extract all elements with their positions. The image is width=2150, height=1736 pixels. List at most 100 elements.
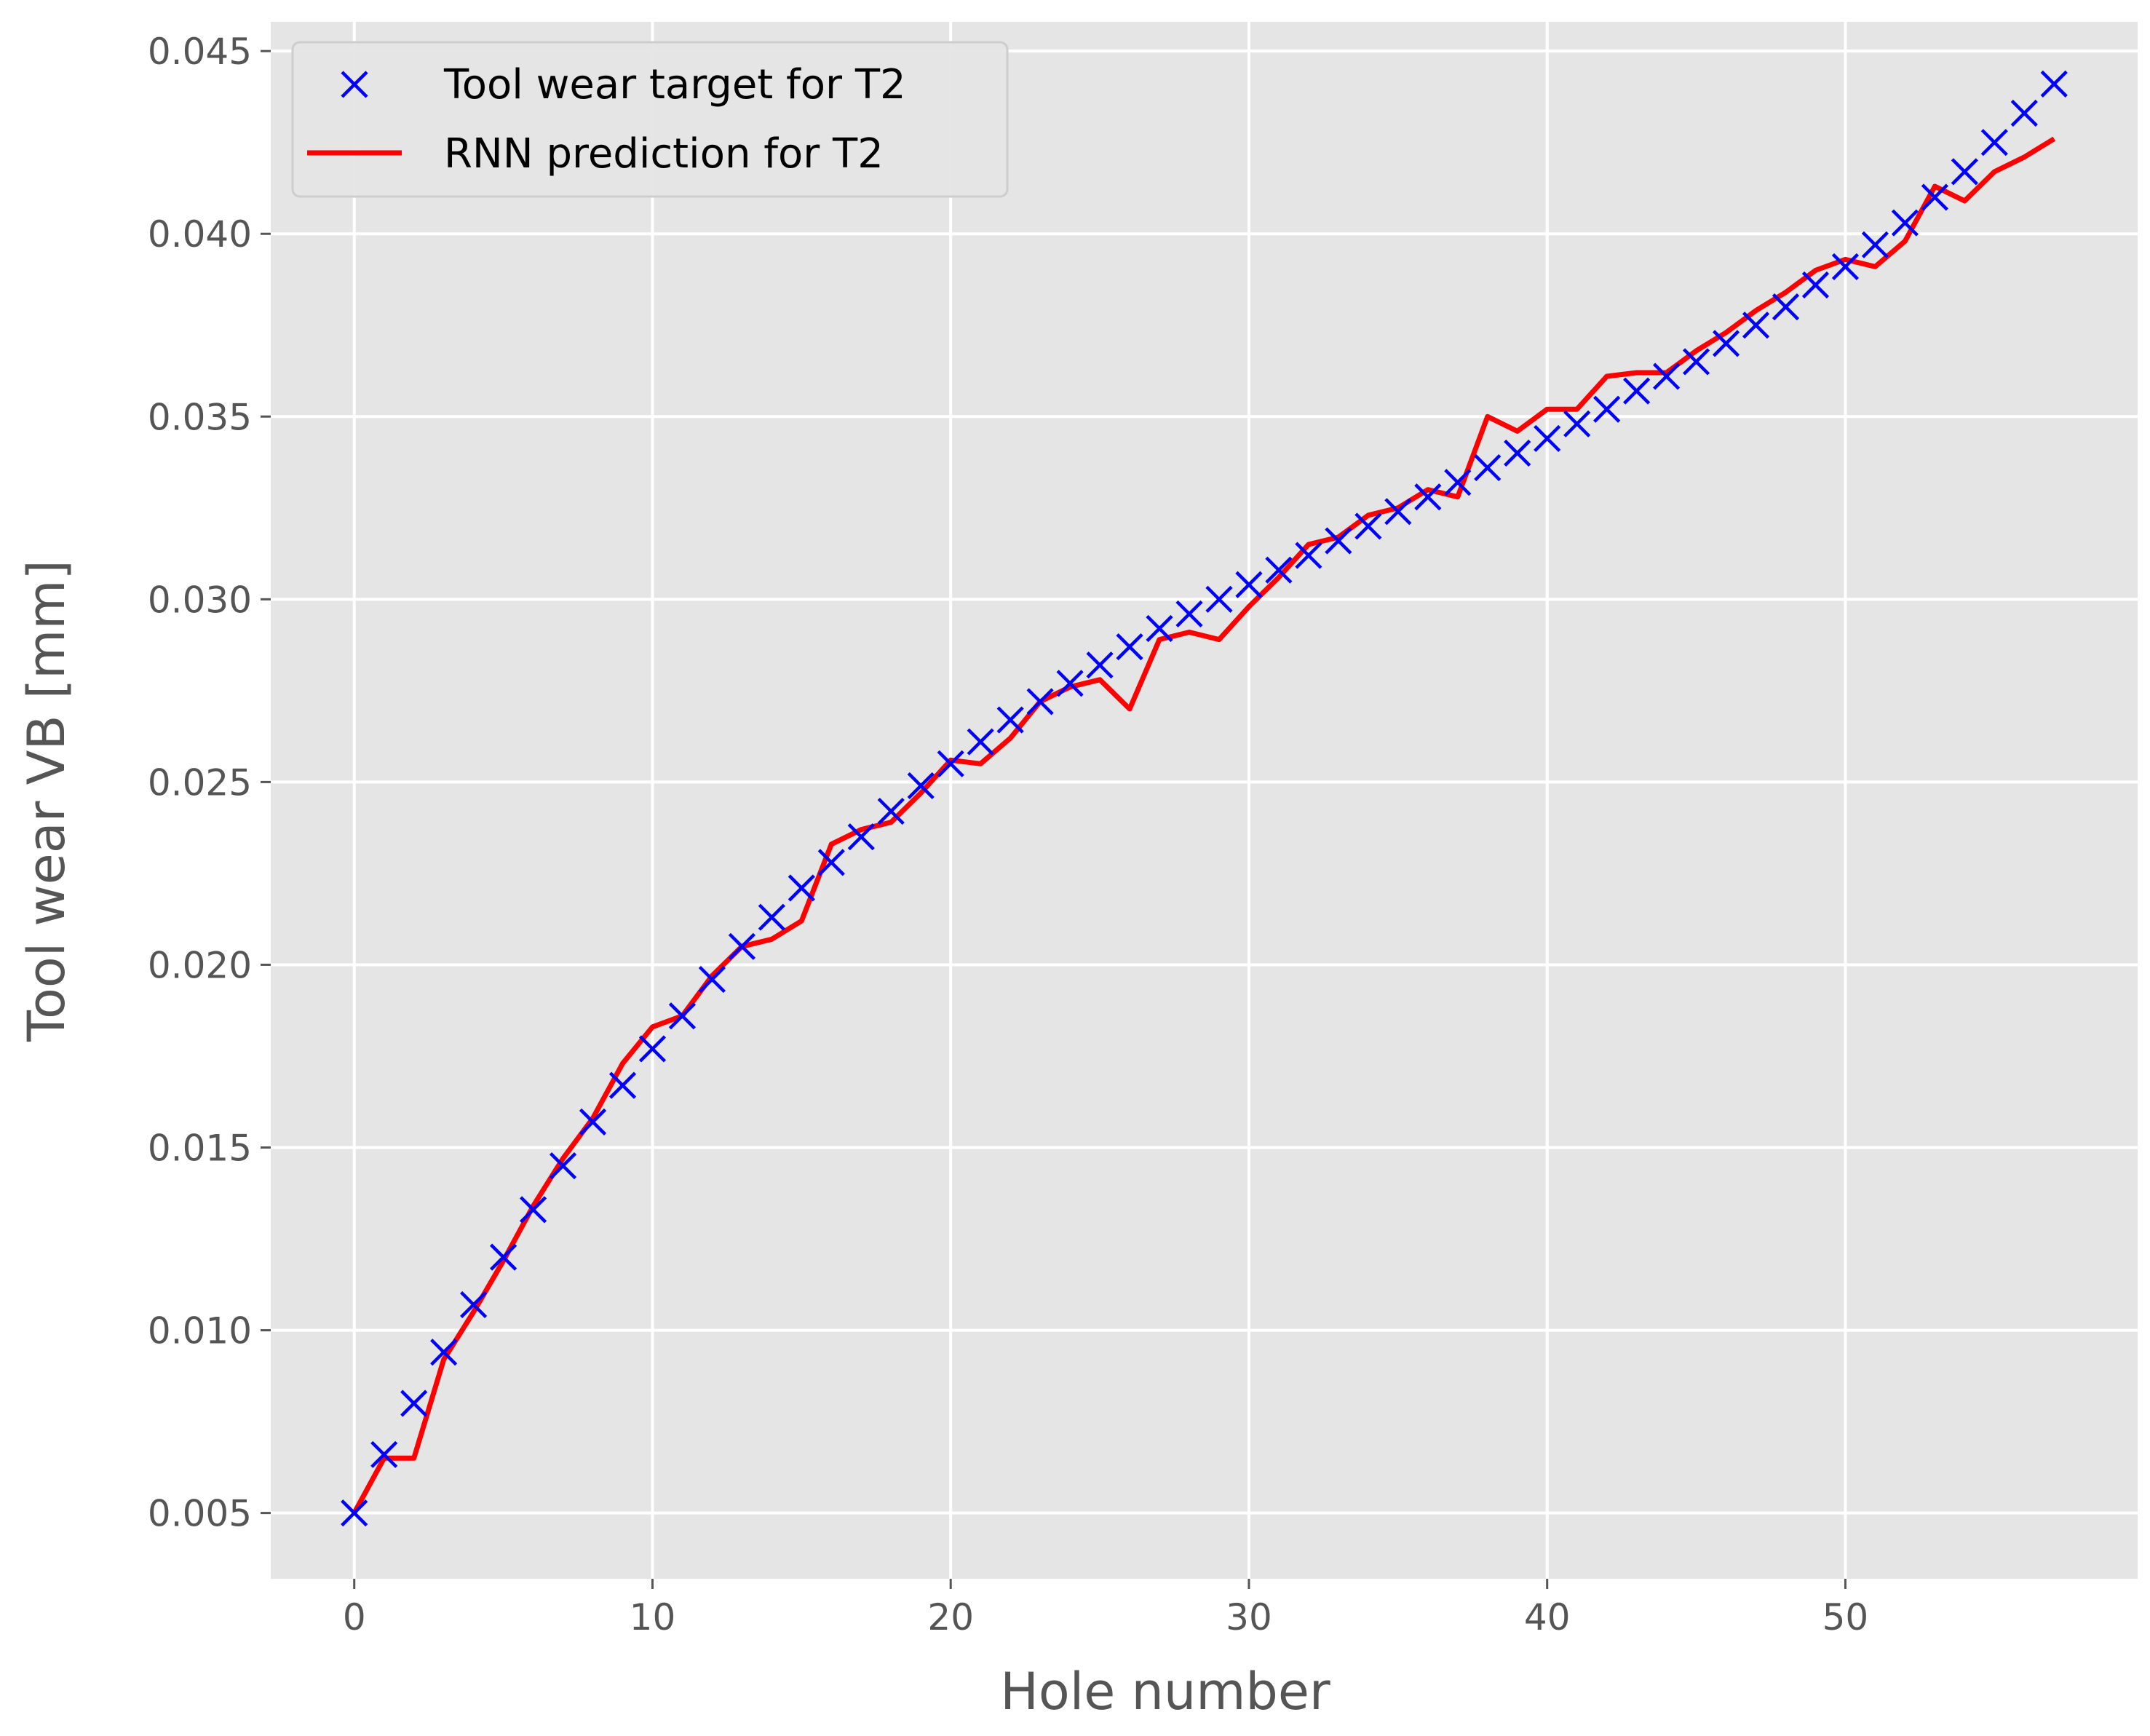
y-tick-label: 0.020 bbox=[148, 944, 252, 986]
target-marker bbox=[728, 932, 755, 960]
x-marker-stroke bbox=[1951, 158, 1978, 186]
target-marker bbox=[1921, 183, 1948, 211]
x-marker-stroke bbox=[847, 823, 875, 851]
x-marker-stroke bbox=[1504, 439, 1531, 467]
target-marker bbox=[1801, 271, 1830, 299]
x-marker-stroke bbox=[430, 1339, 458, 1366]
y-tick-label: 0.015 bbox=[148, 1127, 252, 1170]
legend-x-marker bbox=[341, 71, 368, 98]
x-marker-stroke bbox=[1623, 377, 1651, 405]
series-layer bbox=[341, 70, 2068, 1527]
target-marker bbox=[996, 706, 1024, 734]
x-marker-stroke bbox=[1235, 571, 1263, 598]
x-marker-stroke bbox=[1116, 633, 1143, 661]
target-marker bbox=[1444, 469, 1472, 496]
target-marker bbox=[1384, 498, 1412, 526]
x-marker-stroke bbox=[400, 1390, 428, 1417]
x-tick-label: 50 bbox=[1822, 1596, 1869, 1638]
target-marker bbox=[1056, 670, 1084, 697]
target-marker bbox=[2010, 99, 2038, 127]
target-marker bbox=[1563, 410, 1591, 437]
x-marker-stroke bbox=[549, 1152, 577, 1180]
x-marker-stroke bbox=[1653, 362, 1681, 390]
target-marker bbox=[1146, 614, 1173, 643]
x-marker-stroke bbox=[817, 849, 845, 876]
target-marker bbox=[460, 1291, 488, 1319]
target-marker bbox=[1504, 439, 1531, 467]
target-marker bbox=[788, 874, 815, 902]
x-marker-stroke bbox=[608, 1071, 637, 1099]
target-marker bbox=[1474, 453, 1502, 482]
x-marker-stroke bbox=[638, 1035, 667, 1063]
target-marker bbox=[1742, 312, 1770, 339]
target-marker bbox=[370, 1440, 398, 1468]
x-tick-label: 10 bbox=[630, 1596, 676, 1638]
target-marker bbox=[1623, 377, 1651, 405]
x-marker-stroke bbox=[728, 932, 755, 960]
target-marker bbox=[490, 1243, 517, 1271]
target-marker bbox=[1295, 542, 1322, 569]
target-marker bbox=[937, 750, 964, 777]
target-marker bbox=[877, 797, 905, 825]
x-marker-stroke bbox=[1295, 542, 1322, 569]
plot-area bbox=[271, 22, 2138, 1579]
x-marker-stroke bbox=[1205, 585, 1233, 613]
x-marker-stroke bbox=[579, 1108, 607, 1135]
x-marker-stroke bbox=[341, 71, 368, 98]
target-marker bbox=[608, 1071, 637, 1099]
target-marker bbox=[1534, 424, 1561, 452]
x-marker-stroke bbox=[1563, 410, 1591, 437]
x-marker-stroke bbox=[996, 706, 1024, 734]
x-marker-stroke bbox=[1086, 651, 1114, 679]
y-axis-title: Tool wear VB [mm] bbox=[17, 560, 76, 1042]
x-marker-stroke bbox=[907, 772, 935, 800]
target-marker bbox=[847, 823, 875, 851]
y-tick-label: 0.035 bbox=[148, 396, 252, 438]
x-marker-stroke bbox=[668, 1002, 697, 1030]
x-marker-stroke bbox=[1593, 395, 1621, 423]
x-marker-stroke bbox=[1474, 453, 1502, 482]
x-marker-stroke bbox=[519, 1196, 547, 1224]
x-marker-stroke bbox=[788, 874, 815, 902]
x-marker-stroke bbox=[1146, 614, 1173, 643]
target-marker bbox=[1325, 527, 1352, 555]
legend-marker-target bbox=[341, 71, 368, 98]
x-tick-label: 40 bbox=[1524, 1596, 1571, 1638]
x-marker-stroke bbox=[1534, 424, 1561, 452]
target-marker bbox=[1414, 483, 1442, 511]
x-tick-label: 0 bbox=[343, 1596, 366, 1638]
target-marker bbox=[1593, 395, 1621, 423]
x-marker-stroke bbox=[1026, 688, 1054, 716]
y-tick-label: 0.025 bbox=[148, 761, 252, 804]
x-marker-stroke bbox=[967, 728, 994, 756]
target-marker bbox=[1831, 253, 1860, 281]
x-marker-stroke bbox=[1265, 556, 1293, 584]
target-marker bbox=[1891, 209, 1919, 237]
y-tick-label: 0.045 bbox=[148, 31, 252, 73]
target-marker bbox=[1026, 688, 1054, 716]
target-marker bbox=[1682, 348, 1710, 376]
x-marker-stroke bbox=[1354, 512, 1382, 540]
target-marker bbox=[519, 1196, 547, 1224]
target-marker bbox=[638, 1035, 667, 1063]
x-marker-stroke bbox=[1742, 312, 1770, 339]
x-axis-title: Hole number bbox=[1000, 1662, 1330, 1721]
target-marker bbox=[698, 965, 726, 994]
x-tick-label: 30 bbox=[1226, 1596, 1272, 1638]
target-marker bbox=[1116, 633, 1143, 661]
x-marker-stroke bbox=[1772, 293, 1800, 321]
target-marker bbox=[1086, 651, 1114, 679]
legend-label-prediction: RNN prediction for T2 bbox=[444, 130, 884, 178]
x-marker-stroke bbox=[490, 1243, 517, 1271]
y-tick-label: 0.010 bbox=[148, 1310, 252, 1352]
target-marker bbox=[668, 1002, 697, 1030]
target-marker bbox=[1265, 556, 1293, 584]
grid bbox=[271, 22, 2138, 1579]
x-marker-stroke bbox=[370, 1440, 398, 1468]
x-marker-stroke bbox=[937, 750, 964, 777]
target-marker bbox=[549, 1152, 577, 1180]
target-marker bbox=[1175, 600, 1203, 628]
x-marker-stroke bbox=[2040, 70, 2068, 98]
y-tick-label: 0.030 bbox=[148, 579, 252, 621]
